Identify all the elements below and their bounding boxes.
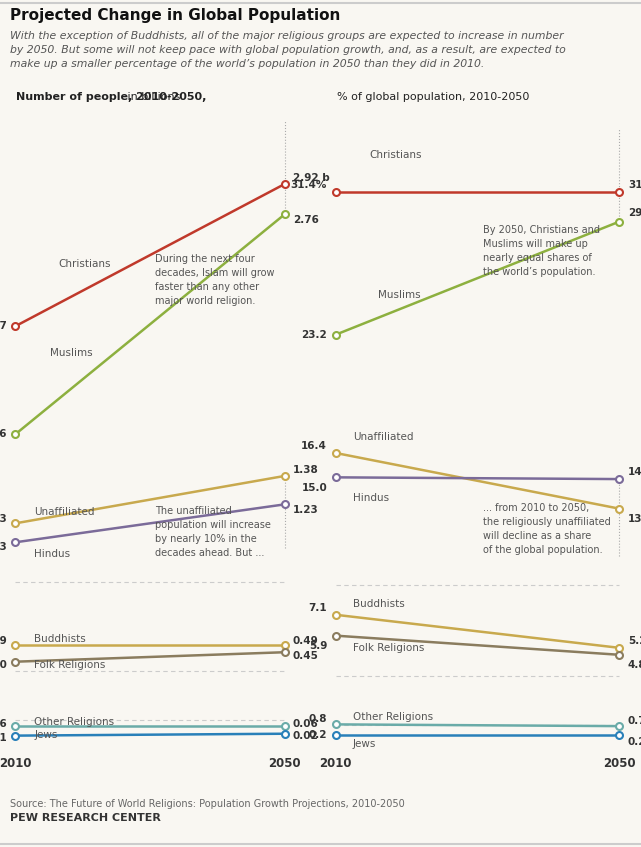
Text: Muslims: Muslims [51, 348, 93, 357]
Text: 2.92 billion: 2.92 billion [293, 174, 358, 183]
Text: 31.4%: 31.4% [628, 180, 641, 190]
Text: Folk Religions: Folk Religions [34, 661, 106, 671]
Text: % of global population, 2010-2050: % of global population, 2010-2050 [337, 92, 529, 102]
Text: 0.49: 0.49 [293, 636, 319, 646]
Text: 4.8: 4.8 [628, 660, 641, 670]
Text: Unaffiliated: Unaffiliated [34, 507, 95, 517]
Text: PEW RESEARCH CENTER: PEW RESEARCH CENTER [10, 813, 161, 823]
Text: 0.2: 0.2 [309, 730, 327, 739]
Text: 0.49: 0.49 [0, 636, 7, 646]
Text: 0.06: 0.06 [293, 719, 319, 729]
Text: The unaffiliated
population will increase
by nearly 10% in the
decades ahead. Bu: The unaffiliated population will increas… [155, 507, 271, 558]
Text: Hindus: Hindus [34, 549, 71, 559]
Text: 0.06: 0.06 [0, 719, 7, 729]
Text: Projected Change in Global Population: Projected Change in Global Population [10, 8, 340, 24]
Text: 5.2: 5.2 [628, 636, 641, 646]
Text: 13.2: 13.2 [628, 514, 641, 524]
Text: During the next four
decades, Islam will grow
faster than any other
major world : During the next four decades, Islam will… [155, 254, 275, 306]
Text: ... from 2010 to 2050,
the religiously unaffiliated
will decline as a share
of t: ... from 2010 to 2050, the religiously u… [483, 503, 611, 556]
Text: Jews: Jews [34, 729, 58, 739]
Text: 23.2: 23.2 [301, 329, 327, 340]
Text: 14.9: 14.9 [628, 468, 641, 477]
Text: 2.76: 2.76 [293, 215, 319, 225]
Text: Christians: Christians [370, 151, 422, 160]
Text: 2.17: 2.17 [0, 321, 7, 331]
Text: in billions: in billions [124, 92, 180, 102]
Text: 15.0: 15.0 [301, 483, 327, 493]
Text: Buddhists: Buddhists [34, 634, 86, 644]
Text: Jews: Jews [353, 739, 376, 749]
Text: Christians: Christians [58, 258, 111, 268]
Text: 1.03: 1.03 [0, 542, 7, 552]
Text: 0.7: 0.7 [628, 716, 641, 726]
Text: 0.8: 0.8 [309, 714, 327, 724]
Text: Buddhists: Buddhists [353, 600, 404, 609]
Text: Other Religions: Other Religions [34, 717, 114, 728]
Text: 1.23: 1.23 [293, 505, 319, 515]
Text: 5.9: 5.9 [309, 641, 327, 651]
Text: Muslims: Muslims [378, 290, 421, 300]
Text: 0.2: 0.2 [628, 737, 641, 747]
Text: 0.02: 0.02 [293, 731, 319, 741]
Text: 0.40: 0.40 [0, 661, 7, 671]
Text: 1.13: 1.13 [0, 513, 7, 523]
Text: 0.01: 0.01 [0, 733, 7, 743]
Text: Number of people, 2010-2050,: Number of people, 2010-2050, [16, 92, 206, 102]
Text: Other Religions: Other Religions [353, 712, 433, 722]
Text: 16.4: 16.4 [301, 441, 327, 451]
Text: With the exception of Buddhists, all of the major religious groups are expected : With the exception of Buddhists, all of … [10, 31, 566, 69]
Text: Hindus: Hindus [353, 493, 389, 503]
Text: 0.45: 0.45 [293, 651, 319, 661]
Text: 31.4%: 31.4% [291, 180, 327, 190]
Text: 7.1: 7.1 [308, 603, 327, 613]
Text: Source: The Future of World Religions: Population Growth Projections, 2010-2050: Source: The Future of World Religions: P… [10, 799, 405, 809]
Text: Unaffiliated: Unaffiliated [353, 432, 413, 442]
Text: 1.38: 1.38 [293, 465, 319, 475]
Text: Folk Religions: Folk Religions [353, 643, 424, 653]
Text: By 2050, Christians and
Muslims will make up
nearly equal shares of
the world’s : By 2050, Christians and Muslims will mak… [483, 225, 600, 277]
Text: 1.6: 1.6 [0, 429, 7, 440]
Text: 29.7: 29.7 [628, 208, 641, 218]
